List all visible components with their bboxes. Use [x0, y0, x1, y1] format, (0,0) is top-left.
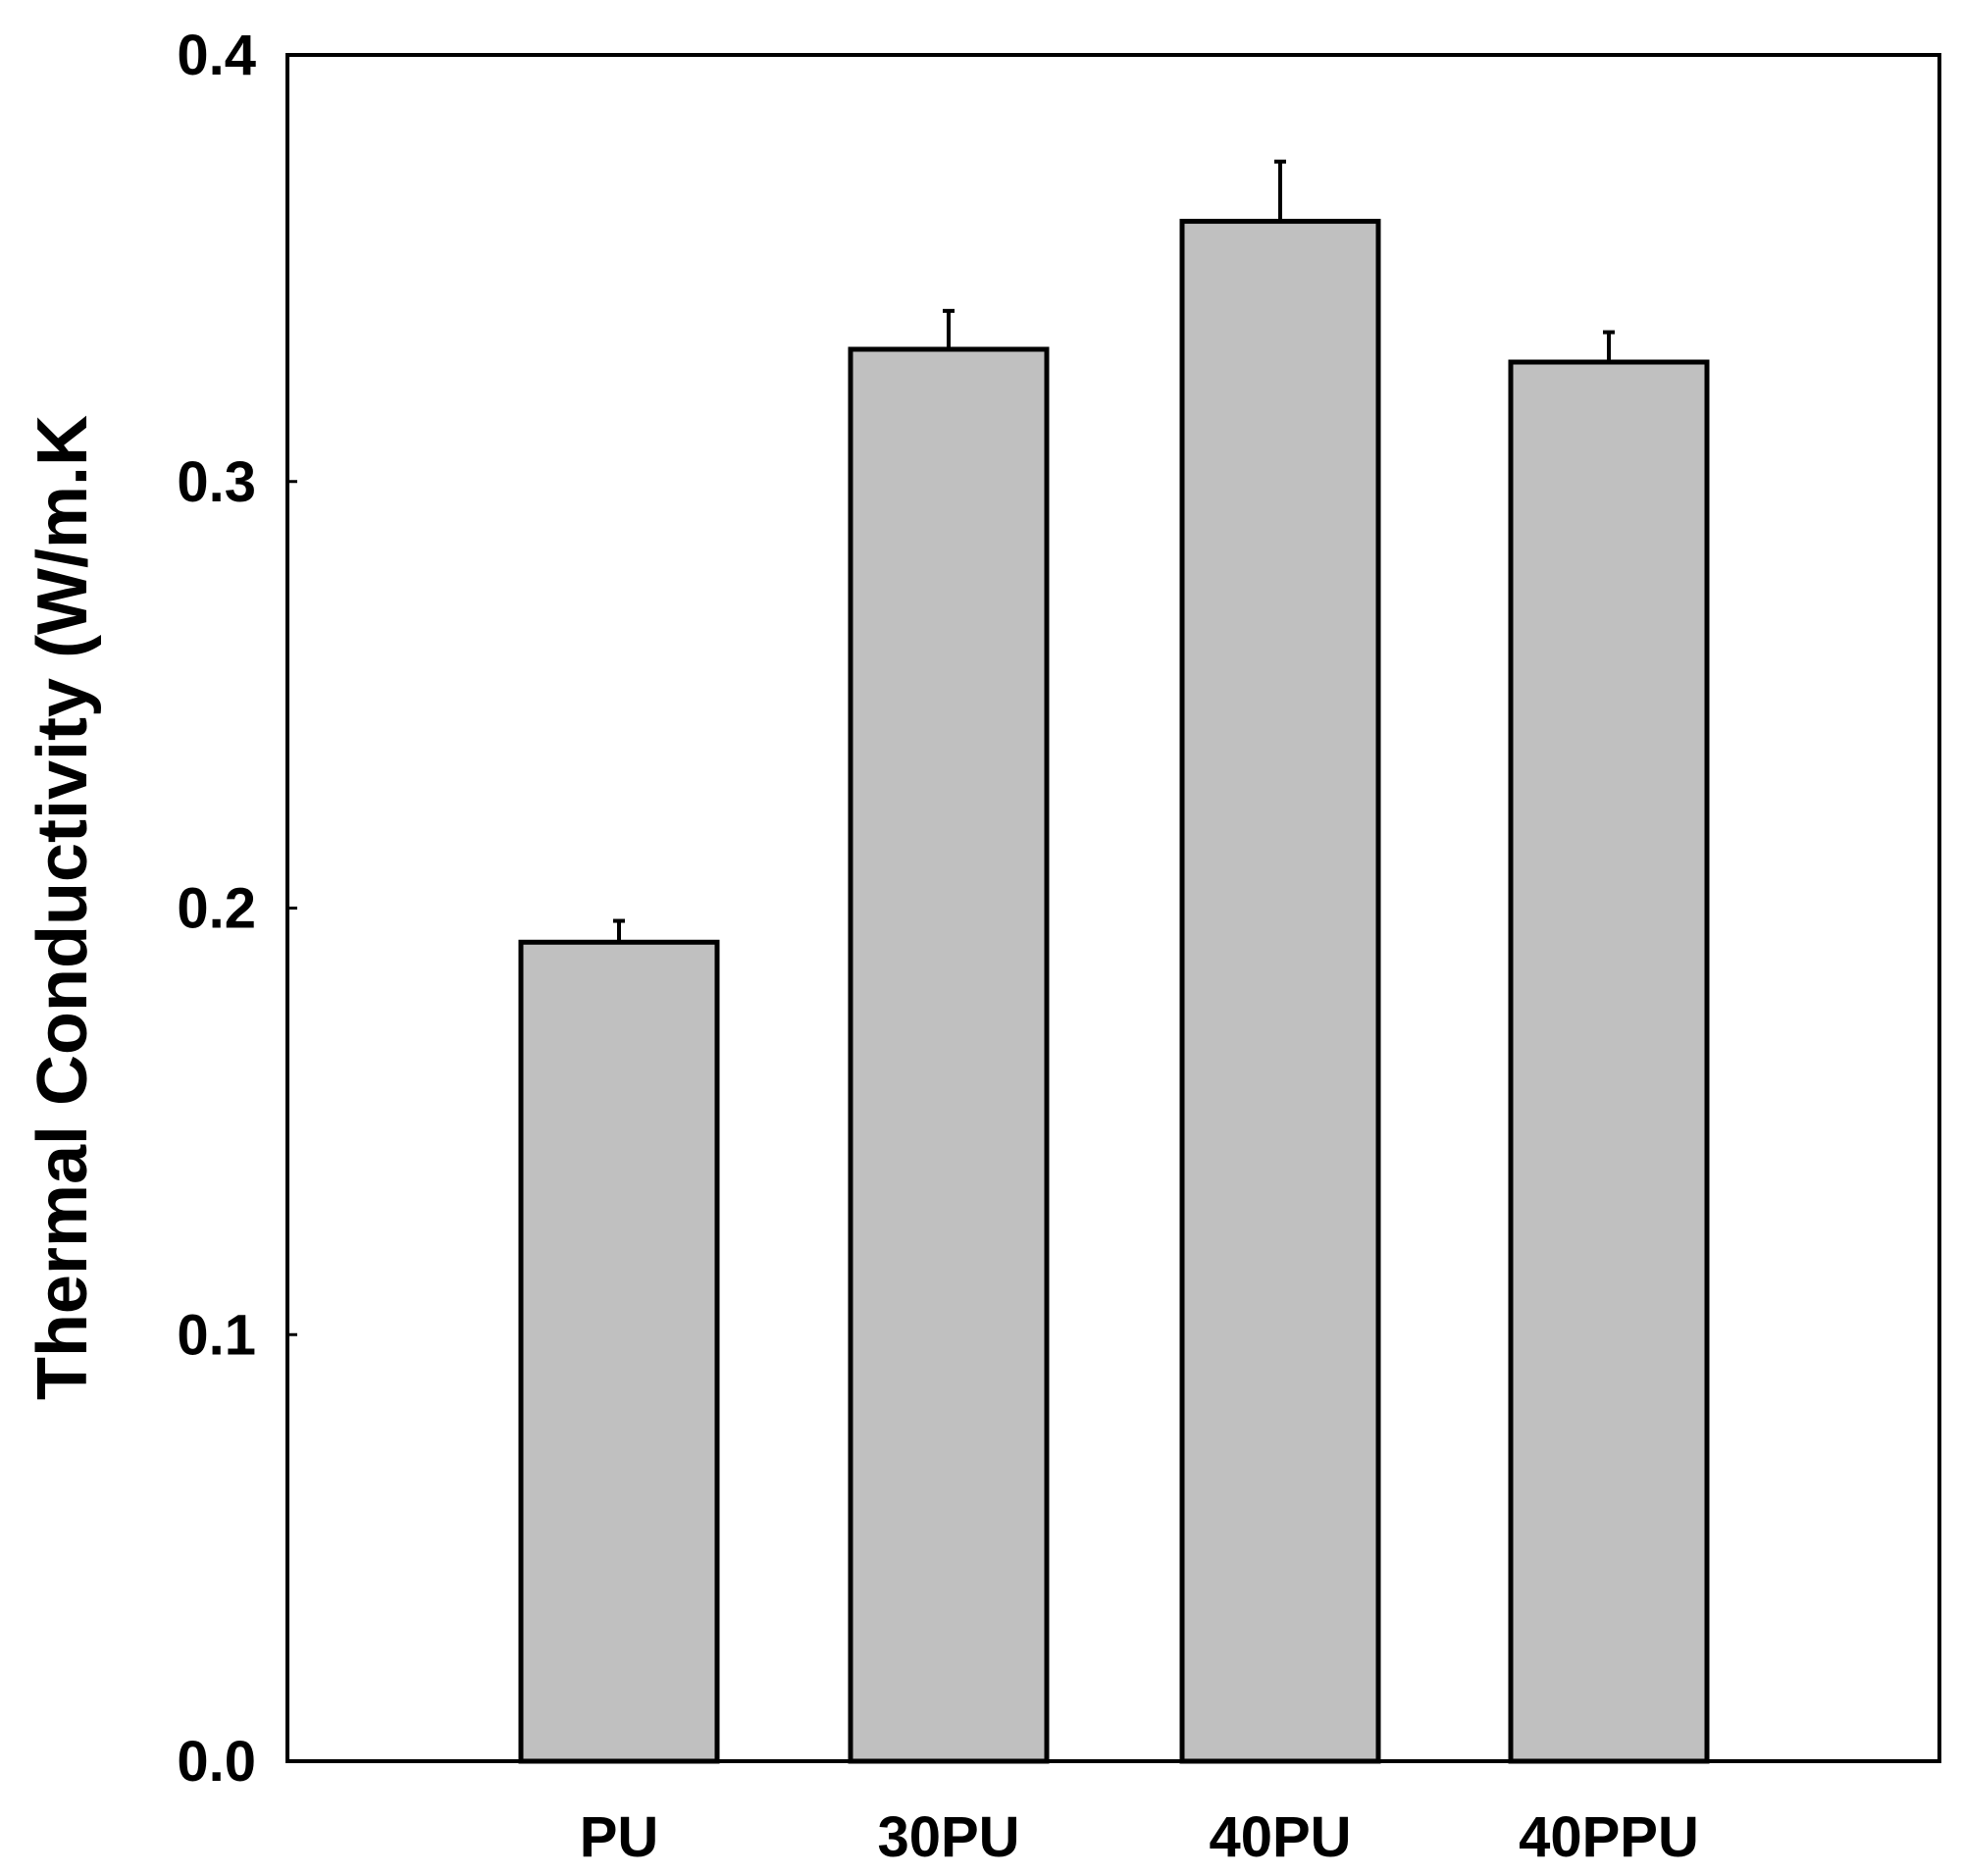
y-axis-ticks: 0.0 0.1 0.2 0.3 0.4: [177, 24, 297, 1794]
y-tick-label: 0.0: [177, 1730, 256, 1794]
x-tick-label: PU: [580, 1805, 659, 1869]
y-axis-title: Thermal Conductivity (W/m.K: [24, 415, 102, 1400]
y-tick-label: 0.3: [177, 450, 256, 514]
bars: [518, 219, 1710, 1764]
x-tick-label: 40PPU: [1519, 1805, 1699, 1869]
y-tick-label: 0.2: [177, 877, 256, 941]
y-tick-label: 0.1: [177, 1303, 256, 1367]
x-tick-label: 30PU: [877, 1805, 1019, 1869]
y-tick-label: 0.4: [177, 24, 256, 87]
x-tick-label: 40PU: [1209, 1805, 1351, 1869]
bar-40pu: [1179, 219, 1381, 1764]
error-bars: [613, 159, 1615, 943]
x-axis-labels: PU 30PU 40PU 40PPU: [580, 1805, 1699, 1869]
bar-30pu: [848, 346, 1050, 1764]
bar-pu: [518, 939, 720, 1764]
bar-40ppu: [1508, 359, 1710, 1764]
